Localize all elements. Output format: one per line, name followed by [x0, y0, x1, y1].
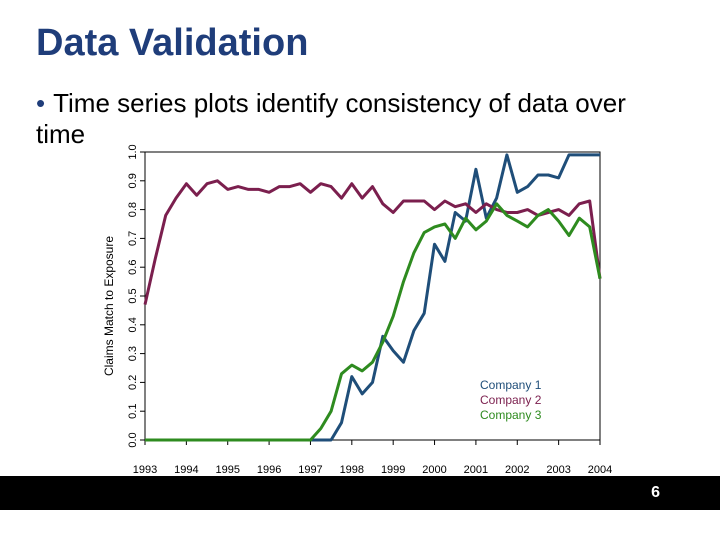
y-tick-label: 0.9: [127, 173, 139, 188]
x-tick-label: 2000: [422, 464, 446, 475]
legend-box: [474, 376, 586, 428]
x-tick-label: 2002: [505, 464, 529, 475]
x-tick-label: 1999: [381, 464, 405, 475]
x-tick-label: 1997: [298, 464, 322, 475]
x-tick-label: 1998: [340, 464, 364, 475]
line-chart: 0.0 0.1 0.2 0.3 0.4 0.5 0.6 0.7 0.8 0.9 1.0 Claims …: [102, 144, 612, 475]
bullet-text: Time series plots identify consistency o…: [36, 88, 626, 149]
x-tick-label: 1996: [257, 464, 281, 475]
series-line-3: [145, 202, 602, 442]
bullet-dot-icon: •: [36, 88, 46, 118]
x-tick-label: 1994: [174, 464, 198, 475]
y-tick-label: 0.0: [127, 432, 139, 447]
y-axis-label: Claims Match to Exposure: [102, 236, 116, 376]
x-tick-label: 2001: [464, 464, 488, 475]
y-tick-label: 0.8: [127, 202, 139, 217]
legend-entry-2: Company 2: [480, 393, 542, 407]
footer-bar: [0, 476, 720, 510]
x-tick-label: 1993: [133, 464, 157, 475]
y-tick-label: 0.3: [127, 346, 139, 361]
x-tick-label: 1995: [215, 464, 239, 475]
slide-title: Data Validation: [36, 22, 309, 64]
x-tick-label: 2004: [588, 464, 612, 475]
series-line-2: [143, 179, 602, 305]
y-tick-label: 0.6: [127, 260, 139, 275]
y-tick-label: 0.4: [127, 317, 139, 332]
legend-entry-1: Company 1: [480, 378, 542, 392]
y-tick-label: 0.5: [127, 288, 139, 303]
bullet-point: • Time series plots identify consistency …: [36, 88, 676, 150]
y-tick-label: 0.2: [127, 375, 139, 390]
series-line-1: [145, 153, 600, 442]
legend-entry-3: Company 3: [480, 408, 542, 422]
y-tick-label: 0.1: [127, 404, 139, 419]
y-tick-label: 0.7: [127, 231, 139, 246]
slide-number: 6: [651, 484, 660, 501]
y-tick-label: 1.0: [127, 144, 139, 159]
x-tick-label: 2003: [546, 464, 570, 475]
